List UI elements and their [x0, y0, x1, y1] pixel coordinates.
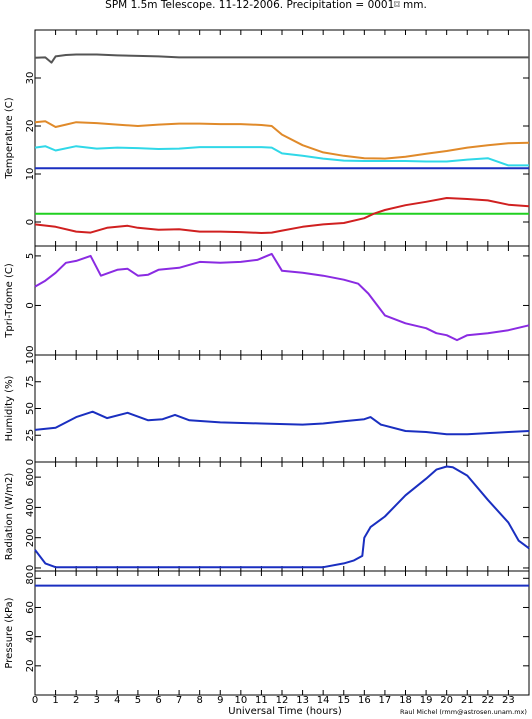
x-tick-label: 13 [296, 695, 309, 706]
x-tick-label: 21 [461, 695, 474, 706]
y-tick-label: 0 [25, 302, 36, 308]
series-line-3 [34, 145, 529, 167]
chart-title: SPM 1.5m Telescope. 11-12-2006. Precipit… [105, 0, 427, 11]
series-line-2 [34, 120, 530, 160]
series-line-1 [34, 53, 529, 64]
x-tick-label: 12 [276, 695, 289, 706]
y-tick-label: 0 [25, 219, 36, 225]
y-tick-label: 30 [25, 72, 36, 85]
x-tick-label: 2 [73, 695, 79, 706]
panel-1: 0 10 20 30 Temperature (C) [4, 29, 530, 247]
panel-4: 0 200 400 600 Radiation (W/m2) [4, 461, 530, 572]
y-axis-label: Pressure (kPa) [4, 597, 15, 668]
panel-frame [34, 461, 530, 572]
x-tick-label: 22 [481, 695, 494, 706]
y-tick-label: 400 [25, 498, 36, 517]
x-tick-label: 10 [234, 695, 247, 706]
x-tick-label: 20 [440, 695, 453, 706]
y-tick-label: 75 [25, 375, 36, 388]
panel-3: 0 25 50 75 100 Humidity (%) [4, 345, 530, 465]
y-axis-label: Humidity (%) [4, 375, 15, 441]
x-tick-label: 14 [317, 695, 330, 706]
series-line-1 [34, 410, 530, 436]
panel-frame [34, 354, 530, 463]
x-tick-label: 6 [155, 695, 161, 706]
x-tick-label: 18 [399, 695, 412, 706]
x-axis-label: Universal Time (hours) [228, 706, 342, 717]
y-tick-label: 80 [25, 572, 36, 585]
y-tick-label: 0 [25, 459, 36, 465]
y-tick-label: 40 [25, 630, 36, 643]
x-tick-label: 9 [217, 695, 223, 706]
y-axis-label: Radiation (W/m2) [4, 473, 15, 561]
y-axis-label: Tpri-Tdome (C) [4, 263, 15, 339]
x-tick-label: 23 [502, 695, 515, 706]
x-tick-label: 4 [114, 695, 120, 706]
x-tick-label: 17 [379, 695, 392, 706]
y-tick-label: 600 [25, 468, 36, 487]
y-tick-label: 0 [25, 565, 36, 571]
x-tick-label: 0 [32, 695, 38, 706]
x-tick-label: 5 [135, 695, 141, 706]
x-tick-label: 7 [176, 695, 182, 706]
x-tick-label: 11 [255, 695, 268, 706]
x-tick-label: 15 [337, 695, 350, 706]
credit-text: Raul Michel (rmm@astrosen.unam.mx) [400, 708, 527, 716]
panel-2: 0 5 Tpri-Tdome (C) [4, 245, 530, 356]
series-line-1 [34, 465, 530, 569]
x-tick-label: 19 [420, 695, 433, 706]
x-tick-label: 3 [94, 695, 100, 706]
y-tick-label: 20 [25, 120, 36, 133]
x-tick-label: 1 [52, 695, 58, 706]
y-tick-label: 5 [25, 253, 36, 259]
panel-frame [34, 570, 530, 696]
x-axis-ticks: 0 1 2 3 4 5 6 7 8 9 10 11 12 13 14 15 16 17 18 19 20 21 22 23 [32, 695, 515, 706]
y-tick-label: 100 [25, 345, 36, 364]
y-tick-label: 20 [25, 659, 36, 672]
series-line-1 [34, 252, 530, 342]
x-tick-label: 16 [358, 695, 371, 706]
panel-5: 20 40 60 80 Pressure (kPa) [4, 570, 530, 696]
y-axis-label: Temperature (C) [4, 97, 15, 179]
y-tick-label: 60 [25, 601, 36, 614]
y-tick-label: 200 [25, 528, 36, 547]
y-tick-label: 25 [25, 429, 36, 442]
y-tick-label: 50 [25, 402, 36, 415]
series-line-6 [34, 197, 530, 234]
x-tick-label: 8 [196, 695, 202, 706]
y-tick-label: 10 [25, 168, 36, 181]
